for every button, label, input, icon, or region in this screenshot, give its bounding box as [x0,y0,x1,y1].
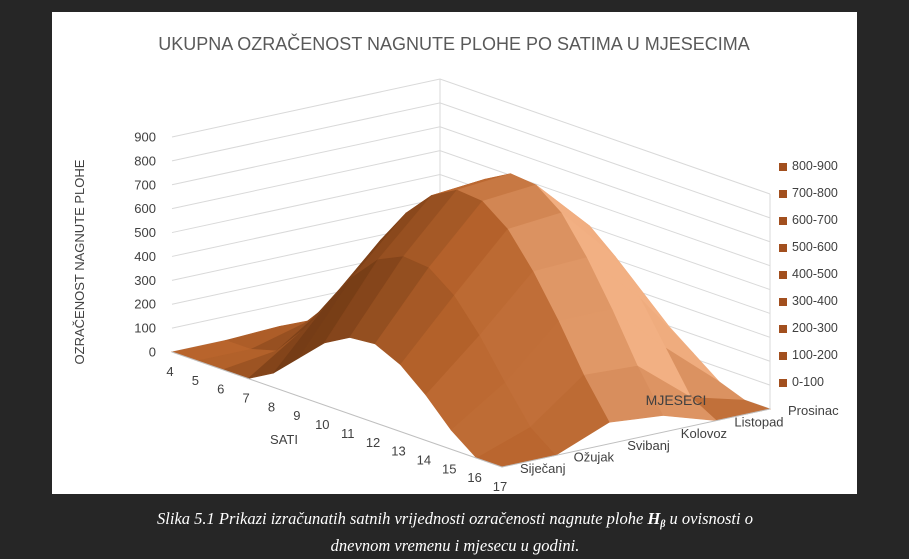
x-tick-label: 14 [417,452,431,467]
legend-swatch [779,352,787,360]
x-tick-label: 17 [493,479,507,494]
legend-label: 700-800 [792,186,838,200]
x-tick-label: 15 [442,461,456,476]
z-tick-label: 600 [134,201,156,216]
chart-title: UKUPNA OZRAČENOST NAGNUTE PLOHE PO SATIM… [158,33,749,54]
legend-swatch [779,163,787,171]
chart-panel: UKUPNA OZRAČENOST NAGNUTE PLOHE PO SATIM… [52,12,857,494]
y-tick-label: Svibanj [627,438,670,453]
x-tick-label: 4 [166,364,173,379]
legend-label: 0-100 [792,375,824,389]
figure-caption: Slika 5.1 Prikazi izračunatih satnih vri… [60,508,850,556]
z-tick-label: 100 [134,321,156,336]
y-tick-label: Siječanj [520,461,566,476]
x-tick-label: 11 [341,426,355,441]
x-tick-label: 12 [366,435,380,450]
x-tick-label: 8 [268,399,275,414]
z-tick-label: 800 [134,153,156,168]
y-axis-label: MJESECI [646,392,707,408]
y-tick-label: Prosinac [788,403,839,418]
caption-suffix: u ovisnosti o [665,509,753,528]
x-tick-label: 16 [467,470,481,485]
z-tick-label: 500 [134,225,156,240]
z-tick-label: 900 [134,130,156,145]
legend-swatch [779,271,787,279]
legend-swatch [779,298,787,306]
z-tick-label: 0 [149,345,156,360]
z-tick-label: 300 [134,273,156,288]
y-tick-label: Listopad [734,415,783,430]
legend-label: 400-500 [792,267,838,281]
legend-swatch [779,217,787,225]
caption-symbol: Hβ [647,509,666,530]
x-tick-label: 9 [293,408,300,423]
axis-line-hours [171,351,503,468]
legend-swatch [779,325,787,333]
legend-swatch [779,379,787,387]
legend-label: 500-600 [792,240,838,254]
z-axis-label: OZRAČENOST NAGNUTE PLOHE [72,159,87,364]
legend-swatch [779,244,787,252]
x-tick-label: 13 [391,444,405,459]
surface-chart: UKUPNA OZRAČENOST NAGNUTE PLOHE PO SATIM… [72,33,839,494]
caption-line2: dnevnom vremenu i mjesecu u godini. [330,536,580,555]
legend-label: 600-700 [792,213,838,227]
z-tick-label: 700 [134,177,156,192]
legend-label: 100-200 [792,348,838,362]
caption-symbol-sub: β [660,519,666,530]
gridline [171,78,771,195]
x-tick-label: 10 [315,417,329,432]
z-tick-label: 400 [134,249,156,264]
legend-label: 800-900 [792,159,838,173]
x-tick-label: 5 [192,373,199,388]
axis-line-months [501,408,771,468]
x-tick-label: 7 [243,391,250,406]
x-tick-label: 6 [217,382,224,397]
z-tick-label: 200 [134,297,156,312]
y-tick-label: Ožujak [574,449,615,464]
legend-swatch [779,190,787,198]
legend-label: 200-300 [792,321,838,335]
legend-label: 300-400 [792,294,838,308]
y-tick-label: Kolovoz [681,426,727,441]
caption-prefix: Slika 5.1 Prikazi izračunatih satnih vri… [157,509,648,528]
x-axis-label: SATI [270,432,298,447]
